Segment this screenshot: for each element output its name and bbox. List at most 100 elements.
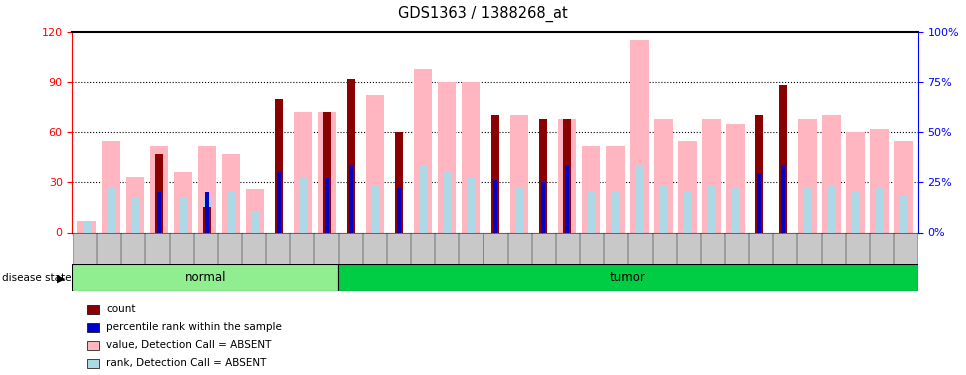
FancyBboxPatch shape bbox=[531, 233, 554, 264]
Bar bbox=[707, 186, 715, 232]
FancyBboxPatch shape bbox=[169, 233, 193, 264]
Bar bbox=[203, 207, 211, 232]
Bar bbox=[798, 119, 816, 232]
FancyBboxPatch shape bbox=[266, 233, 290, 264]
Bar bbox=[510, 116, 528, 232]
Bar bbox=[565, 166, 569, 232]
Bar bbox=[875, 188, 883, 232]
Bar bbox=[397, 188, 401, 232]
FancyBboxPatch shape bbox=[435, 233, 458, 264]
Text: tumor: tumor bbox=[610, 271, 646, 284]
FancyBboxPatch shape bbox=[676, 233, 699, 264]
FancyBboxPatch shape bbox=[97, 233, 120, 264]
Text: normal: normal bbox=[185, 271, 226, 284]
FancyBboxPatch shape bbox=[242, 233, 265, 264]
Bar bbox=[156, 154, 162, 232]
Bar bbox=[493, 180, 497, 232]
Bar bbox=[780, 86, 787, 232]
Bar bbox=[851, 192, 859, 232]
Bar bbox=[894, 141, 913, 232]
Bar bbox=[725, 124, 745, 232]
Bar bbox=[325, 178, 329, 232]
Bar bbox=[179, 198, 186, 232]
FancyBboxPatch shape bbox=[145, 233, 168, 264]
Bar bbox=[245, 189, 265, 232]
FancyBboxPatch shape bbox=[73, 233, 96, 264]
Bar bbox=[156, 192, 161, 232]
Bar bbox=[757, 174, 761, 232]
Bar bbox=[630, 40, 648, 232]
Bar bbox=[227, 192, 235, 232]
Bar bbox=[413, 69, 433, 232]
FancyBboxPatch shape bbox=[846, 233, 869, 264]
Bar bbox=[294, 112, 312, 232]
FancyBboxPatch shape bbox=[87, 359, 99, 368]
Bar bbox=[198, 146, 216, 232]
FancyBboxPatch shape bbox=[895, 233, 918, 264]
Bar bbox=[221, 154, 241, 232]
FancyBboxPatch shape bbox=[700, 233, 724, 264]
Bar bbox=[174, 172, 192, 232]
FancyBboxPatch shape bbox=[797, 233, 820, 264]
Text: percentile rank within the sample: percentile rank within the sample bbox=[106, 322, 282, 332]
Bar bbox=[587, 192, 595, 232]
Text: value, Detection Call = ABSENT: value, Detection Call = ABSENT bbox=[106, 340, 271, 350]
Bar bbox=[492, 116, 498, 232]
Bar bbox=[318, 112, 336, 232]
Bar bbox=[299, 178, 307, 232]
FancyBboxPatch shape bbox=[122, 233, 145, 264]
FancyBboxPatch shape bbox=[724, 233, 748, 264]
Bar bbox=[899, 196, 907, 232]
Bar bbox=[636, 166, 643, 232]
FancyBboxPatch shape bbox=[87, 341, 99, 350]
Bar bbox=[654, 119, 672, 232]
Bar bbox=[678, 141, 696, 232]
Text: count: count bbox=[106, 304, 136, 314]
FancyBboxPatch shape bbox=[628, 233, 651, 264]
Bar bbox=[251, 212, 259, 232]
Bar bbox=[846, 132, 865, 232]
Bar bbox=[443, 172, 451, 232]
Bar bbox=[156, 198, 162, 232]
Bar bbox=[539, 119, 547, 232]
Bar bbox=[611, 192, 619, 232]
FancyBboxPatch shape bbox=[72, 264, 338, 291]
FancyBboxPatch shape bbox=[290, 233, 313, 264]
Bar bbox=[275, 99, 283, 232]
Bar bbox=[702, 119, 721, 232]
Bar bbox=[438, 82, 456, 232]
Bar bbox=[419, 166, 427, 232]
FancyBboxPatch shape bbox=[411, 233, 434, 264]
FancyBboxPatch shape bbox=[483, 233, 506, 264]
FancyBboxPatch shape bbox=[555, 233, 580, 264]
Bar bbox=[781, 166, 785, 232]
FancyBboxPatch shape bbox=[653, 233, 676, 264]
FancyBboxPatch shape bbox=[314, 233, 338, 264]
Bar bbox=[324, 112, 330, 232]
FancyBboxPatch shape bbox=[87, 305, 99, 314]
Bar bbox=[606, 146, 624, 232]
FancyBboxPatch shape bbox=[459, 233, 483, 264]
Bar bbox=[660, 186, 667, 232]
Bar bbox=[582, 146, 601, 232]
Text: GDS1363 / 1388268_at: GDS1363 / 1388268_at bbox=[398, 6, 568, 22]
Bar bbox=[107, 188, 115, 232]
Bar bbox=[205, 192, 209, 232]
FancyBboxPatch shape bbox=[750, 233, 773, 264]
FancyBboxPatch shape bbox=[193, 233, 216, 264]
FancyBboxPatch shape bbox=[580, 233, 603, 264]
Bar bbox=[870, 129, 889, 232]
FancyBboxPatch shape bbox=[338, 264, 918, 291]
Bar bbox=[822, 116, 840, 232]
FancyBboxPatch shape bbox=[869, 233, 894, 264]
Bar bbox=[563, 186, 571, 232]
Bar bbox=[77, 221, 97, 232]
FancyBboxPatch shape bbox=[605, 233, 628, 264]
Text: ▶: ▶ bbox=[57, 273, 66, 283]
Bar bbox=[557, 119, 577, 232]
FancyBboxPatch shape bbox=[217, 233, 241, 264]
Bar bbox=[755, 116, 763, 232]
Bar bbox=[541, 182, 545, 232]
Bar bbox=[515, 188, 523, 232]
Bar bbox=[563, 119, 571, 232]
